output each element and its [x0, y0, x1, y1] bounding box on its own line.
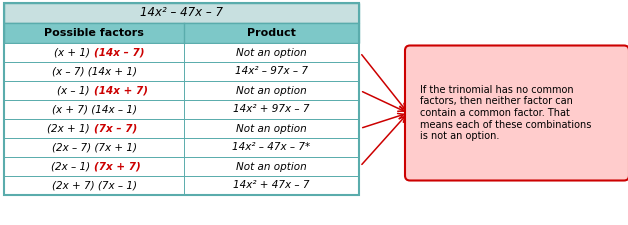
- Text: (2x + 7) (7x – 1): (2x + 7) (7x – 1): [51, 180, 136, 191]
- Text: If the trinomial has no common
factors, then neither factor can
contain a common: If the trinomial has no common factors, …: [420, 85, 592, 141]
- Text: (7x + 7): (7x + 7): [94, 162, 141, 171]
- FancyBboxPatch shape: [405, 45, 628, 180]
- Text: (14x + 7): (14x + 7): [94, 86, 148, 95]
- Text: Not an option: Not an option: [236, 124, 307, 133]
- Text: (x + 7) (14x – 1): (x + 7) (14x – 1): [51, 104, 136, 115]
- Bar: [4, 157, 359, 176]
- Text: 14x² – 47x – 7: 14x² – 47x – 7: [140, 7, 223, 20]
- Text: Product: Product: [247, 28, 296, 38]
- Bar: [4, 81, 359, 100]
- Text: Not an option: Not an option: [236, 47, 307, 58]
- Bar: [4, 119, 359, 138]
- Text: (2x – 7) (7x + 1): (2x – 7) (7x + 1): [51, 142, 136, 153]
- Bar: [4, 100, 359, 119]
- Bar: [4, 138, 359, 157]
- Text: 14x² – 47x – 7*: 14x² – 47x – 7*: [232, 142, 311, 153]
- Text: 14x² – 97x – 7: 14x² – 97x – 7: [235, 67, 308, 76]
- Text: (2x + 1): (2x + 1): [47, 124, 93, 133]
- Bar: [4, 43, 359, 62]
- Text: (x + 1): (x + 1): [54, 47, 93, 58]
- Bar: [4, 62, 359, 81]
- Text: 14x² + 97x – 7: 14x² + 97x – 7: [233, 104, 310, 115]
- Text: (7x – 7): (7x – 7): [94, 124, 138, 133]
- Bar: [4, 176, 359, 195]
- Text: Not an option: Not an option: [236, 86, 307, 95]
- Text: (x – 1): (x – 1): [57, 86, 93, 95]
- Bar: [4, 3, 359, 23]
- Text: Possible factors: Possible factors: [44, 28, 144, 38]
- Bar: [4, 3, 359, 195]
- Text: (14x – 7): (14x – 7): [94, 47, 144, 58]
- Bar: [4, 23, 359, 43]
- Text: 14x² + 47x – 7: 14x² + 47x – 7: [233, 180, 310, 191]
- Text: Not an option: Not an option: [236, 162, 307, 171]
- Text: (x – 7) (14x + 1): (x – 7) (14x + 1): [51, 67, 136, 76]
- Text: (2x – 1): (2x – 1): [51, 162, 93, 171]
